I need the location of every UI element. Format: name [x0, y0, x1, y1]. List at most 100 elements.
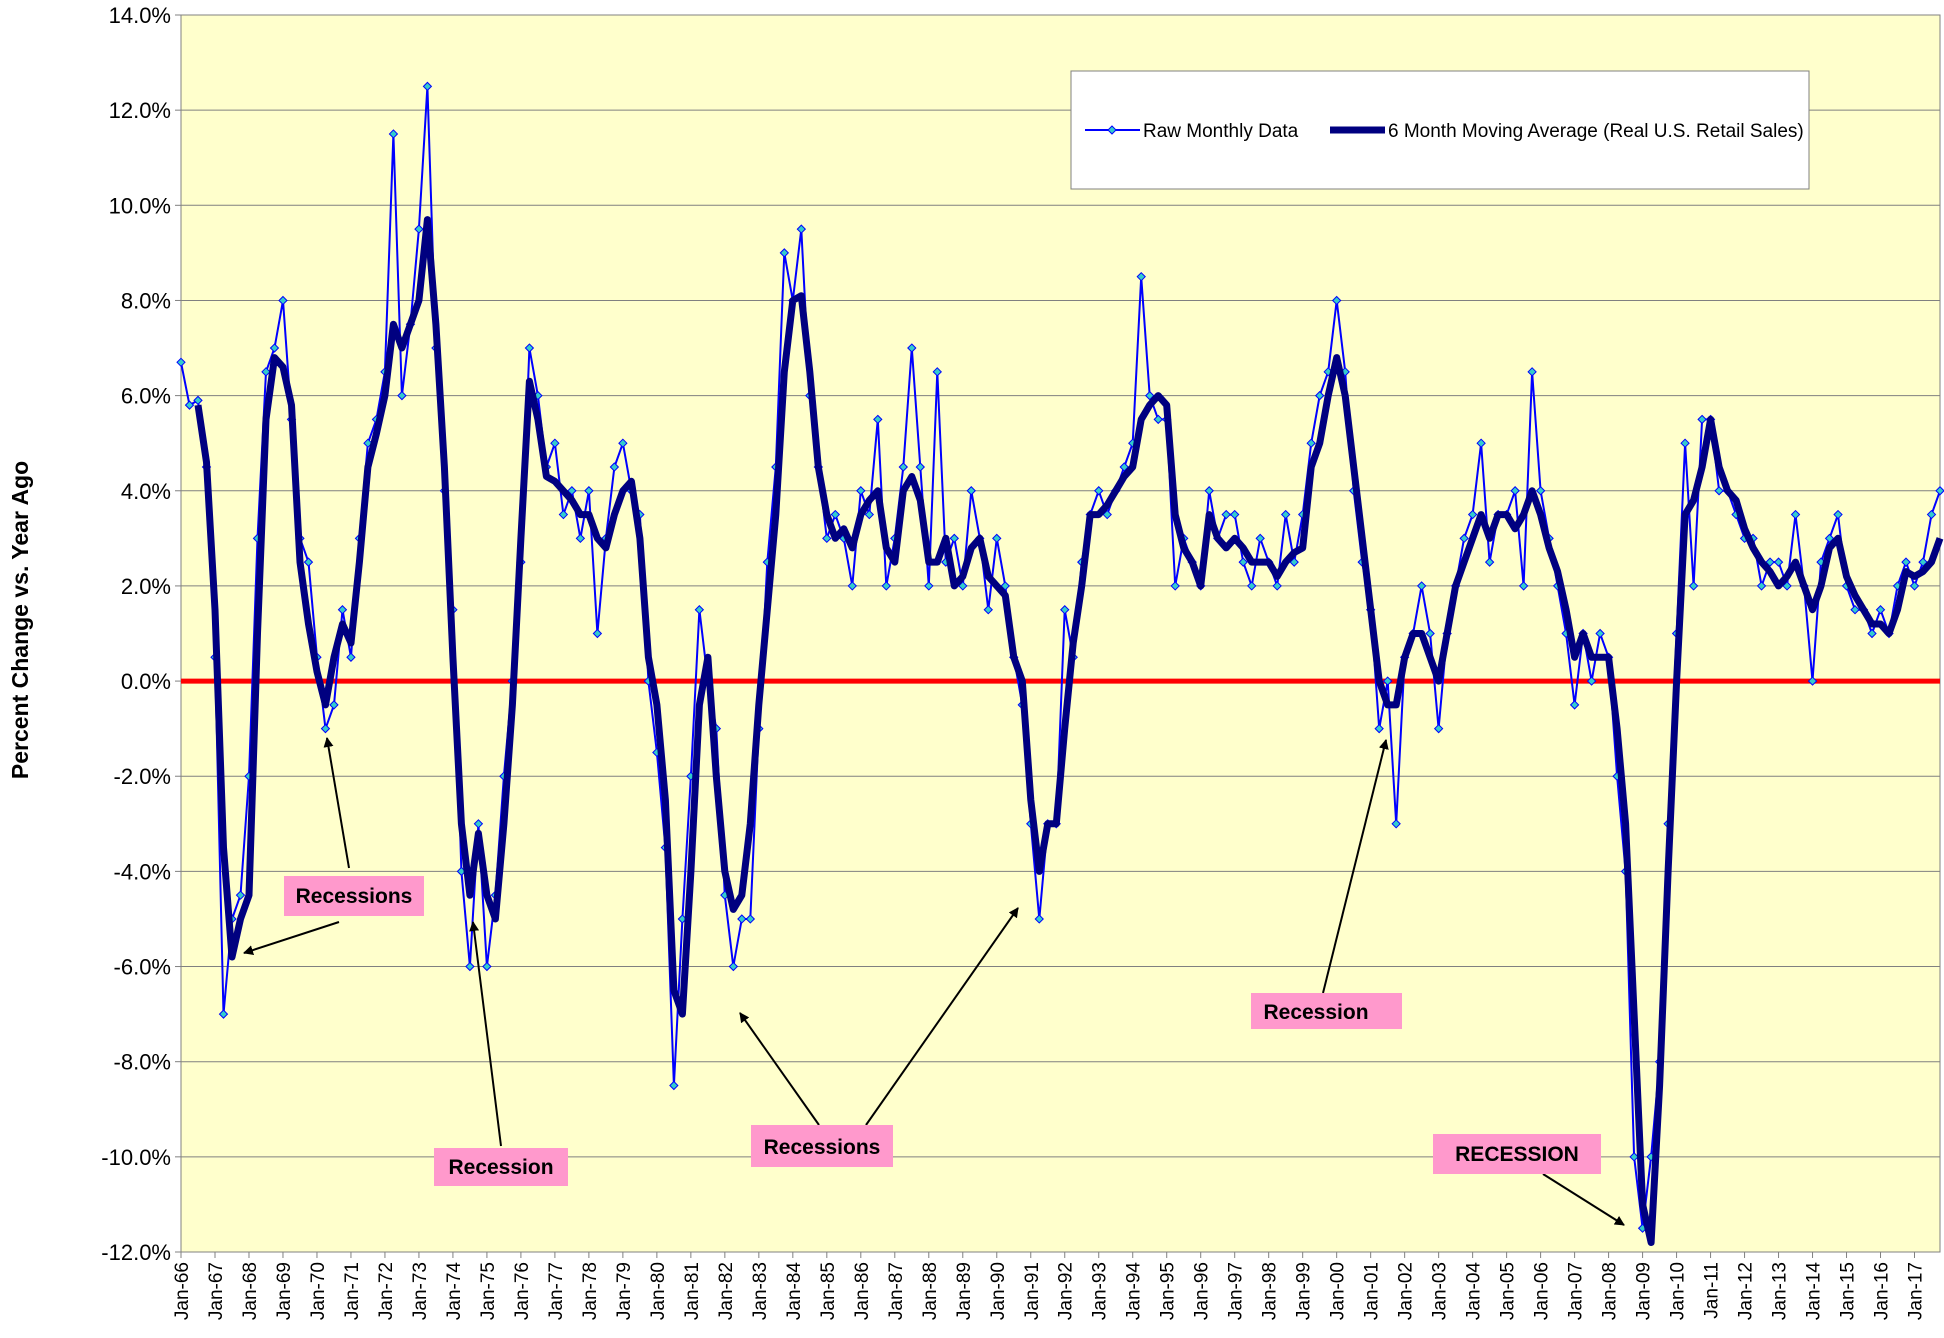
data-point	[575, 533, 586, 544]
x-tick-label: Jan-67	[206, 1262, 227, 1320]
data-point	[303, 557, 314, 567]
data-point	[329, 700, 339, 710]
data-point	[1331, 295, 1342, 306]
x-tick-label: Jan-06	[1532, 1262, 1553, 1320]
data-point	[1629, 1152, 1639, 1162]
x-tick-label: Jan-15	[1838, 1262, 1859, 1320]
y-tick-label: 10.0%	[109, 193, 171, 218]
data-point	[567, 486, 577, 496]
data-point	[1867, 628, 1877, 639]
data-point	[1433, 723, 1444, 734]
data-point	[414, 224, 424, 234]
x-tick-label: Jan-90	[988, 1262, 1009, 1320]
data-point	[558, 509, 569, 520]
data-point	[1391, 819, 1401, 829]
annotation-box	[1433, 1134, 1601, 1174]
data-point	[1807, 676, 1818, 686]
data-point	[864, 509, 875, 520]
data-point	[1153, 414, 1163, 425]
y-tick-label: 8.0%	[121, 288, 171, 313]
data-point	[609, 462, 620, 472]
data-point	[1773, 557, 1784, 567]
data-point	[482, 961, 492, 972]
data-point	[1790, 509, 1801, 520]
data-point	[1714, 486, 1724, 496]
arrow	[739, 1012, 820, 1126]
x-tick-label: Jan-01	[1362, 1262, 1383, 1320]
legend-label: Raw Monthly Data	[1143, 121, 1299, 142]
data-point	[847, 581, 858, 591]
series-line	[194, 216, 1944, 1246]
data-point	[1229, 509, 1240, 520]
data-point	[1314, 390, 1325, 401]
data-point	[669, 1080, 679, 1091]
data-point	[924, 581, 934, 591]
plot-area	[180, 14, 1941, 1253]
x-tick-label: Jan-02	[1396, 1262, 1417, 1320]
data-point	[1306, 438, 1316, 448]
data-point	[830, 509, 841, 520]
legend-marker	[1107, 125, 1117, 135]
annotation-box	[751, 1125, 893, 1167]
data-point	[881, 581, 892, 591]
x-tick-label: Jan-03	[1430, 1262, 1451, 1320]
arrow	[865, 907, 1019, 1126]
x-tick-label: Jan-07	[1566, 1262, 1587, 1320]
data-point	[1680, 438, 1690, 448]
data-point	[856, 486, 866, 496]
data-point	[176, 357, 186, 368]
data-point	[1255, 533, 1265, 544]
series-line	[180, 85, 1941, 1230]
data-point	[779, 248, 790, 258]
data-point	[1094, 486, 1104, 496]
y-tick-label: -4.0%	[114, 859, 171, 884]
x-tick-label: Jan-08	[1600, 1262, 1621, 1320]
data-point	[1595, 628, 1605, 639]
x-tick-label: Jan-97	[1226, 1262, 1247, 1320]
data-point	[584, 486, 594, 496]
x-tick-label: Jan-81	[682, 1262, 703, 1320]
x-tick-label: Jan-10	[1668, 1262, 1689, 1320]
x-tick-label: Jan-80	[648, 1262, 669, 1320]
data-point	[1901, 557, 1911, 567]
annotation-box	[284, 876, 424, 916]
data-point	[1909, 581, 1920, 591]
data-point	[796, 224, 807, 234]
x-tick-label: Jan-77	[546, 1262, 567, 1320]
data-point	[261, 367, 271, 377]
data-point	[1510, 486, 1520, 496]
x-tick-label: Jan-66	[172, 1262, 193, 1320]
x-tick-label: Jan-76	[512, 1262, 533, 1320]
x-tick-label: Jan-72	[376, 1262, 397, 1320]
data-point	[1221, 509, 1231, 520]
data-point	[745, 914, 756, 924]
data-point	[1459, 533, 1469, 544]
data-point	[983, 605, 993, 615]
data-point	[873, 414, 883, 425]
x-tick-label: Jan-82	[716, 1262, 737, 1320]
y-tick-label: 6.0%	[121, 384, 171, 409]
data-point	[1782, 581, 1792, 591]
data-point	[1416, 581, 1427, 591]
data-point	[1569, 700, 1580, 710]
arrow	[243, 921, 340, 955]
data-point	[524, 343, 535, 353]
y-tick-label: -8.0%	[114, 1050, 171, 1075]
annotation: Recession	[448, 1156, 553, 1179]
data-point	[1756, 581, 1767, 591]
data-point	[1484, 557, 1495, 567]
data-point	[1034, 914, 1044, 924]
data-point	[1527, 367, 1537, 377]
data-point	[1518, 581, 1529, 591]
data-point	[822, 533, 832, 544]
data-point	[1272, 581, 1282, 591]
x-tick-label: Jan-68	[240, 1262, 261, 1320]
data-point	[1926, 509, 1937, 520]
data-point	[728, 961, 739, 972]
y-tick-label: 4.0%	[121, 479, 171, 504]
data-point	[269, 343, 280, 353]
data-point	[1374, 723, 1384, 734]
data-point	[1382, 676, 1393, 686]
data-point	[1238, 557, 1248, 567]
x-tick-label: Jan-16	[1872, 1262, 1893, 1320]
